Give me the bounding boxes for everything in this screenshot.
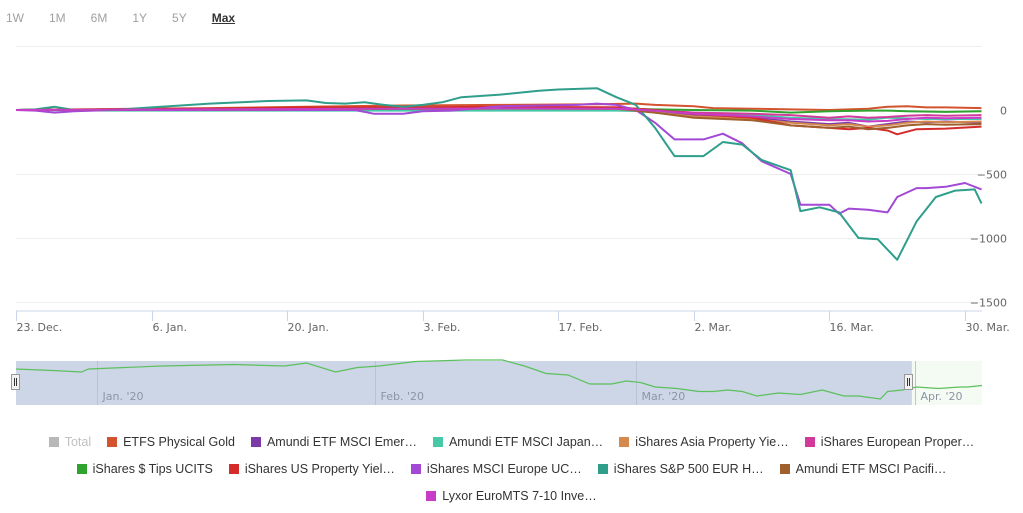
legend-item-amundi-etf-msci-pacifi[interactable]: Amundi ETF MSCI Pacifi… bbox=[779, 461, 947, 476]
legend-item-ishares-european-proper[interactable]: iShares European Proper… bbox=[804, 434, 975, 449]
legend-item-total[interactable]: Total bbox=[48, 434, 92, 449]
navigator-background bbox=[16, 361, 982, 405]
navigator-label: Feb. '20 bbox=[381, 390, 425, 403]
navigator-grid bbox=[97, 361, 916, 405]
legend-swatch-icon bbox=[250, 436, 261, 447]
legend-label: ETFS Physical Gold bbox=[123, 434, 235, 449]
x-tick-label: 2. Mar. bbox=[695, 321, 732, 334]
legend-item-etfs-physical-gold[interactable]: ETFS Physical Gold bbox=[107, 435, 235, 449]
legend-label: Amundi ETF MSCI Japan… bbox=[448, 434, 604, 449]
legend-item-ishares-tips-ucits[interactable]: iShares $ Tips UCITS bbox=[76, 461, 213, 476]
y-axis-labels: 0 −500 −1000 −1500 bbox=[970, 105, 1007, 310]
legend-label: iShares S&P 500 EUR H… bbox=[613, 461, 764, 476]
range-button-1y[interactable]: 1Y bbox=[132, 11, 148, 25]
legend-item-amundi-etf-msci-emer[interactable]: Amundi ETF MSCI Emer… bbox=[250, 434, 417, 449]
range-button-max[interactable]: Max bbox=[211, 11, 236, 25]
legend-swatch-icon bbox=[619, 436, 630, 447]
legend-label: iShares Asia Property Yie… bbox=[635, 434, 789, 449]
navigator-series-line bbox=[15, 359, 983, 400]
range-button-6m[interactable]: 6M bbox=[90, 11, 108, 25]
y-tick-label: 0 bbox=[1000, 105, 1007, 118]
legend-swatch-icon bbox=[432, 436, 443, 447]
legend-swatch-icon bbox=[804, 436, 815, 447]
legend-item-lyxor-euromts-7-10-inve[interactable]: Lyxor EuroMTS 7-10 Inve… bbox=[426, 488, 597, 503]
x-tick-label: 17. Feb. bbox=[559, 321, 603, 334]
navigator-handle-right[interactable] bbox=[904, 374, 913, 390]
legend-label: Amundi ETF MSCI Emer… bbox=[266, 434, 417, 449]
legend-swatch-icon bbox=[597, 463, 608, 474]
main-chart: 0 −500 −1000 −1500 23. Dec. 6. Jan. 20. Jan. 3… bbox=[15, 46, 1010, 334]
navigator-label: Apr. '20 bbox=[921, 390, 963, 403]
legend-row: Total ETFS Physical Gold Amundi ETF MSCI E… bbox=[0, 428, 1023, 455]
series-line-ishares-us-property-yiel[interactable] bbox=[15, 105, 982, 136]
legend-swatch-icon bbox=[410, 463, 421, 474]
legend-label: Amundi ETF MSCI Pacifi… bbox=[795, 461, 947, 476]
x-tick-label: 3. Feb. bbox=[424, 321, 461, 334]
legend-label: Lyxor EuroMTS 7-10 Inve… bbox=[442, 488, 597, 503]
navigator-labels: Jan. '20 Feb. '20 Mar. '20 Apr. '20 bbox=[102, 390, 963, 403]
y-tick-label: −1000 bbox=[970, 233, 1007, 246]
range-button-1m[interactable]: 1M bbox=[49, 11, 66, 25]
y-tick-label: −500 bbox=[977, 169, 1007, 182]
legend-row: Lyxor EuroMTS 7-10 Inve… bbox=[0, 482, 1023, 509]
legend-item-ishares-msci-europe-uc[interactable]: iShares MSCI Europe UC… bbox=[410, 461, 582, 476]
legend-label: iShares $ Tips UCITS bbox=[92, 461, 213, 476]
x-tick-label: 23. Dec. bbox=[17, 321, 63, 334]
grid-lines bbox=[16, 46, 982, 303]
series-line-ishares-s-p-500-eur-h[interactable] bbox=[15, 87, 983, 261]
x-tick-label: 16. Mar. bbox=[830, 321, 874, 334]
legend-swatch-icon bbox=[107, 436, 118, 447]
legend-label: iShares US Property Yiel… bbox=[244, 461, 395, 476]
legend-label: iShares European Proper… bbox=[820, 434, 975, 449]
legend-swatch-icon bbox=[48, 436, 59, 447]
legend-swatch-icon bbox=[228, 463, 239, 474]
legend-item-ishares-us-property-yiel[interactable]: iShares US Property Yiel… bbox=[228, 461, 395, 476]
legend-item-ishares-asia-property-yie[interactable]: iShares Asia Property Yie… bbox=[619, 435, 789, 449]
x-tick-label: 6. Jan. bbox=[153, 321, 187, 334]
range-selector: 1W 1M 6M 1Y 5Y Max bbox=[0, 8, 254, 28]
series-line-lyxor-euromts-7-10-inve[interactable] bbox=[15, 107, 982, 123]
y-tick-label: −1500 bbox=[970, 297, 1007, 310]
legend-label: Total bbox=[64, 434, 92, 449]
legend: Total ETFS Physical Gold Amundi ETF MSCI E… bbox=[0, 428, 1023, 509]
legend-item-ishares-s-p-500-eur-h[interactable]: iShares S&P 500 EUR H… bbox=[597, 461, 764, 476]
legend-swatch-icon bbox=[779, 463, 790, 474]
legend-swatch-icon bbox=[76, 463, 87, 474]
legend-row: iShares $ Tips UCITS iShares US Property … bbox=[0, 455, 1023, 482]
legend-item-amundi-etf-msci-japan[interactable]: Amundi ETF MSCI Japan… bbox=[432, 434, 604, 449]
navigator-selected-mask[interactable] bbox=[16, 361, 912, 405]
x-axis-labels: 23. Dec. 6. Jan. 20. Jan. 3. Feb. 17. Feb. 2.… bbox=[16, 311, 1010, 334]
series-lines bbox=[15, 87, 983, 261]
navigator-label: Mar. '20 bbox=[642, 390, 686, 403]
legend-swatch-icon bbox=[426, 490, 437, 501]
navigator-unselected-area bbox=[911, 361, 982, 405]
navigator-label: Jan. '20 bbox=[102, 390, 144, 403]
navigator-handle-left[interactable] bbox=[11, 374, 20, 390]
x-tick-label: 30. Mar. bbox=[966, 321, 1010, 334]
legend-label: iShares MSCI Europe UC… bbox=[426, 461, 582, 476]
range-button-5y[interactable]: 5Y bbox=[172, 11, 187, 25]
x-tick-label: 20. Jan. bbox=[288, 321, 329, 334]
range-button-1w[interactable]: 1W bbox=[6, 11, 24, 25]
